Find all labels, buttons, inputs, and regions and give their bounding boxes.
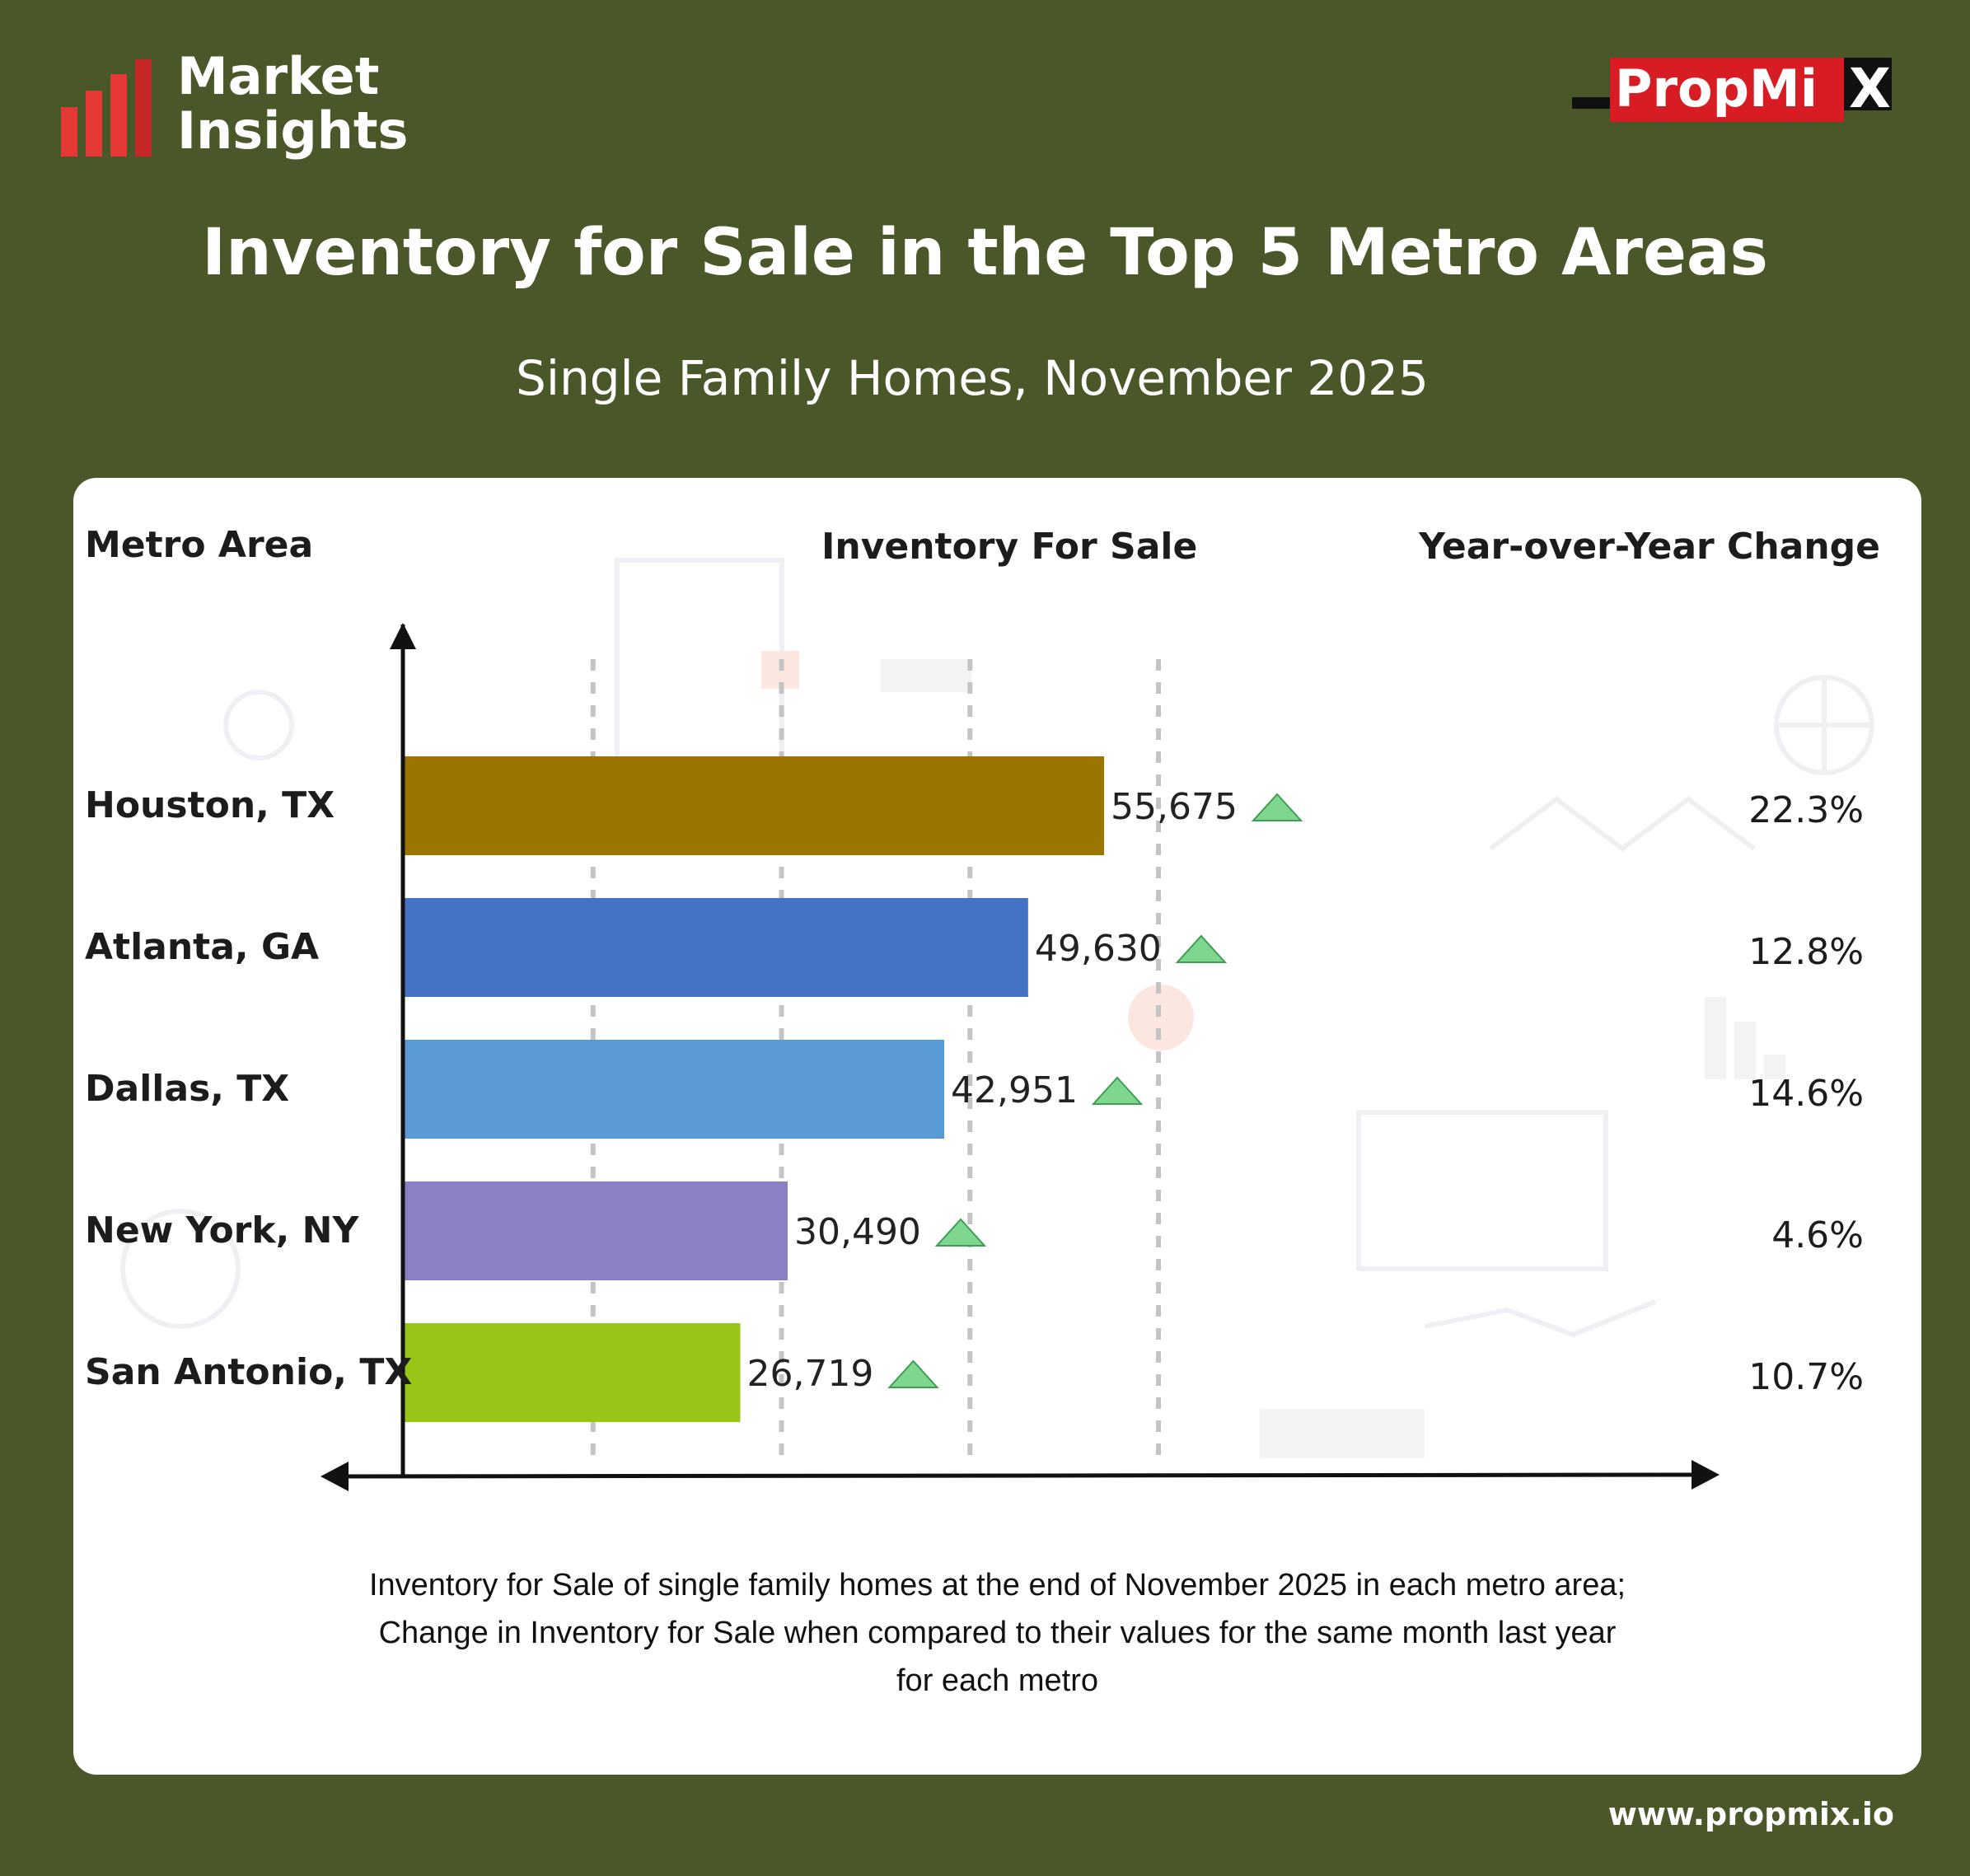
yoy-change-value: 4.6% [1771,1214,1864,1256]
trend-up-icon [1091,1076,1144,1105]
yoy-change-value: 12.8% [1748,931,1864,973]
x-axis [325,1472,1694,1479]
metro-label: San Antonio, TX [85,1351,413,1393]
value-label: 49,630 [1035,928,1162,970]
bar-2 [405,898,1028,997]
bar-chart: 55,675 49,630 42,951 30,490 26,719 [321,623,1720,1491]
metro-label: New York, NY [85,1209,359,1251]
yoy-change-value: 14.6% [1748,1073,1864,1115]
logo-line2: Insights [177,101,409,161]
y-axis-arrow [390,623,416,649]
trend-up-icon [887,1359,939,1388]
column-header-metro: Metro Area [85,524,314,566]
column-header-inventory: Inventory For Sale [821,526,1198,568]
yoy-change-value: 22.3% [1748,789,1864,831]
market-insights-logo-text: Market Insights [177,49,408,158]
brand-x: X [1849,57,1891,120]
footnote: Inventory for Sale of single family home… [73,1561,1921,1705]
metro-label: Dallas, TX [85,1068,290,1110]
x-axis-arrow-left [321,1462,349,1491]
metro-label: Houston, TX [85,784,335,826]
bar-4 [405,1181,788,1280]
trend-up-icon [1175,934,1228,963]
bar-1 [405,756,1105,855]
decorative-background [120,558,1874,1458]
footnote-line1: Inventory for Sale of single family home… [368,1568,1626,1602]
value-label: 55,675 [1111,786,1238,828]
bar-5 [405,1323,741,1422]
trend-up-icon [934,1218,987,1247]
footnote-line2: Change in Inventory for Sale when compar… [378,1616,1617,1650]
chart-subtitle: Single Family Homes, November 2025 [516,350,1429,406]
metro-label: Atlanta, GA [85,926,320,968]
propmix-logo: PropMi X [1572,54,1893,122]
column-header-yoy: Year-over-Year Change [1419,526,1880,568]
x-axis-arrow-right [1692,1460,1720,1490]
value-label: 26,719 [746,1353,873,1395]
chart-title: Inventory for Sale in the Top 5 Metro Ar… [202,216,1768,290]
trend-up-icon [1251,793,1303,821]
chart-card: Metro Area Inventory For Sale Year-over-… [73,478,1921,1775]
brand-name: PropMi [1615,58,1818,119]
value-label: 42,951 [951,1069,1078,1111]
value-label: 30,490 [794,1211,921,1253]
website-url: www.propmix.io [1607,1796,1894,1832]
bar-3 [405,1040,945,1139]
yoy-change-value: 10.7% [1748,1356,1864,1398]
footnote-line3: for each metro [896,1663,1098,1698]
logo-line1: Market [177,46,380,106]
